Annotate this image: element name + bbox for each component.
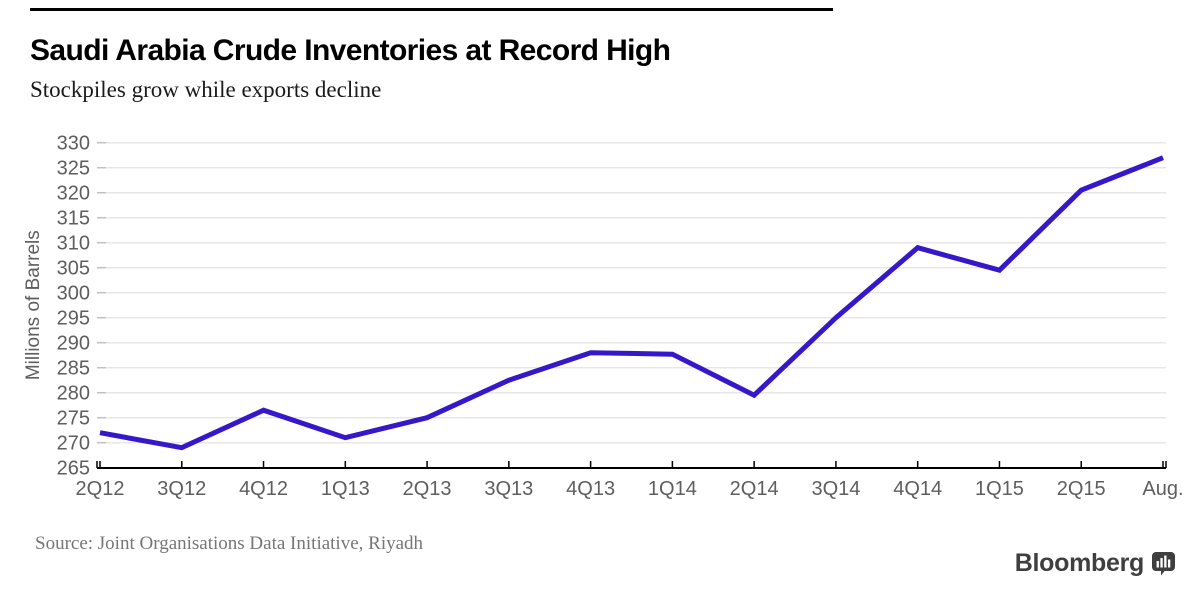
y-axis-label: 305: [57, 258, 90, 280]
bloomberg-logo: Bloomberg: [1015, 549, 1176, 578]
bloomberg-logo-text: Bloomberg: [1014, 549, 1145, 577]
y-axis-label: 295: [57, 308, 90, 330]
bar-chart-bubble-icon: [1152, 552, 1175, 576]
x-axis-label: Aug.: [1142, 478, 1183, 500]
y-axis-label: 285: [57, 358, 90, 380]
x-axis-label: 1Q14: [648, 478, 697, 500]
y-axis-label: 275: [57, 408, 90, 430]
x-axis-label: 2Q15: [1057, 478, 1106, 500]
y-axis-label: 300: [57, 283, 90, 305]
y-axis-label: 280: [57, 383, 90, 405]
y-axis-label: 270: [57, 433, 90, 455]
x-axis-label: 1Q13: [321, 478, 370, 500]
y-axis-label: 265: [57, 458, 90, 480]
x-axis-label: 3Q13: [484, 478, 533, 500]
y-axis-label: 320: [57, 183, 90, 205]
x-axis-label: 3Q14: [811, 478, 860, 500]
y-axis-title: Millions of Barrels: [23, 230, 44, 380]
page-title: Saudi Arabia Crude Inventories at Record…: [30, 34, 671, 67]
y-axis-label: 315: [57, 208, 90, 230]
page-subtitle: Stockpiles grow while exports decline: [30, 77, 382, 102]
y-axis-label: 330: [57, 133, 90, 155]
source-note: Source: Joint Organisations Data Initiat…: [35, 533, 424, 554]
x-axis-label: 2Q13: [403, 478, 452, 500]
x-axis-label: 3Q12: [157, 478, 206, 500]
y-axis-label: 310: [57, 233, 90, 255]
data-line-series: [99, 155, 1164, 451]
x-axis-label: 2Q12: [76, 478, 125, 500]
x-axis-label: 4Q13: [566, 478, 615, 500]
top-rule: [30, 8, 833, 11]
y-axis-label: 325: [57, 158, 90, 180]
x-axis-label: 2Q14: [730, 478, 779, 500]
x-axis-label: 1Q15: [975, 478, 1024, 500]
y-axis-label: 290: [57, 333, 90, 355]
x-axis-label: 4Q12: [239, 478, 288, 500]
x-axis-label: 4Q14: [893, 478, 942, 500]
